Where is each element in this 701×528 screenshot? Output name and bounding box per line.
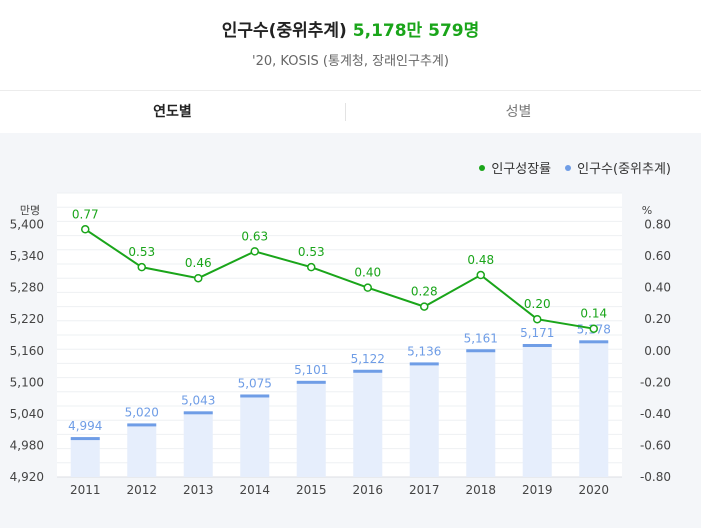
page-subtitle: '20, KOSIS (통계청, 장래인구추계) xyxy=(252,54,449,69)
chart-legend: 인구성장률 인구수(중위추계) xyxy=(479,158,671,177)
legend-item-growth: 인구성장률 xyxy=(479,158,551,177)
tab-divider xyxy=(345,103,346,121)
title-text: 인구수(중위추계) xyxy=(221,21,347,41)
chart-panel xyxy=(0,133,701,528)
tab-by-gender[interactable]: 성별 xyxy=(505,104,532,120)
title-value: 5,178만 579명 xyxy=(352,21,480,41)
legend-label-population: 인구수(중위추계) xyxy=(577,162,671,177)
page-title: 인구수(중위추계) 5,178만 579명 xyxy=(0,16,701,41)
legend-dot-population xyxy=(565,164,572,171)
tab-bar: 연도별 성별 xyxy=(0,90,701,134)
legend-label-growth: 인구성장률 xyxy=(491,162,552,177)
legend-item-population: 인구수(중위추계) xyxy=(565,158,671,177)
header: 인구수(중위추계) 5,178만 579명 '20, KOSIS (통계청, 장래… xyxy=(0,0,701,90)
tab-by-year[interactable]: 연도별 xyxy=(153,104,192,120)
legend-dot-growth xyxy=(479,164,486,171)
